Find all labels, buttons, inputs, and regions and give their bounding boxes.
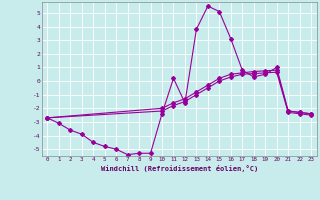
- X-axis label: Windchill (Refroidissement éolien,°C): Windchill (Refroidissement éolien,°C): [100, 165, 258, 172]
